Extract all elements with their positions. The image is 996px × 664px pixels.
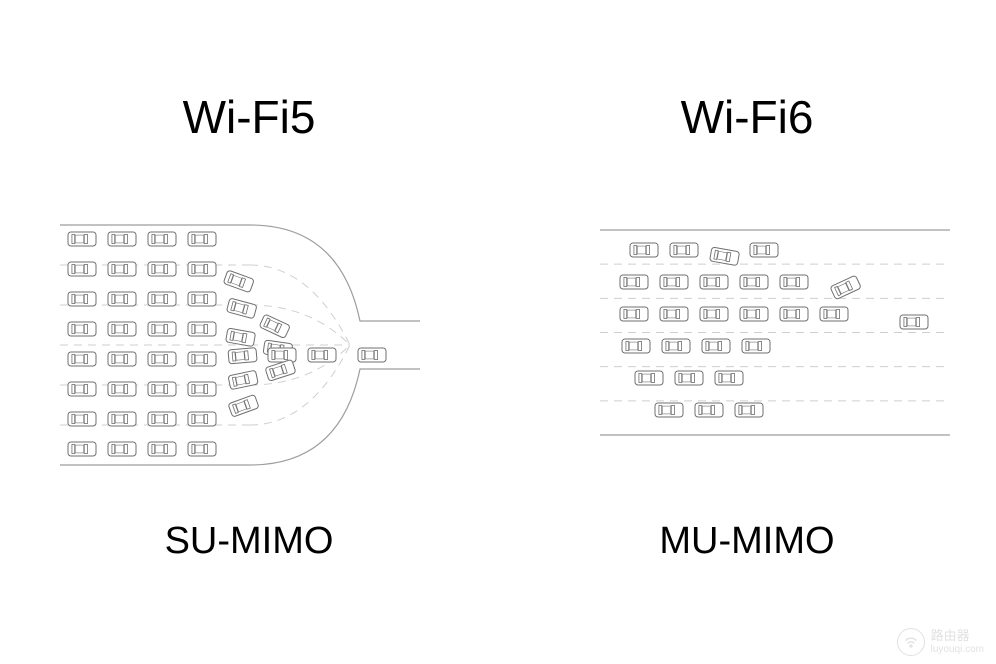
mu-mimo-diagram <box>600 225 950 440</box>
wifi6-subtitle: MU-MIMO <box>498 520 996 563</box>
su-mimo-diagram <box>60 220 420 470</box>
wifi6-title: Wi-Fi6 <box>498 90 996 144</box>
wifi5-title: Wi-Fi5 <box>0 90 498 144</box>
wifi5-subtitle: SU-MIMO <box>0 520 498 563</box>
